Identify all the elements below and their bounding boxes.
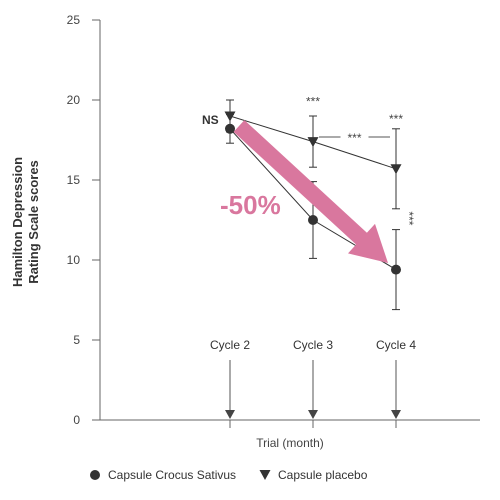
y-tick-label: 25 bbox=[67, 13, 81, 27]
data-point-circle bbox=[391, 264, 401, 275]
y-tick-label: 15 bbox=[67, 173, 81, 187]
reduction-label: -50% bbox=[220, 190, 281, 220]
ns-label: NS bbox=[202, 113, 219, 127]
cycle-label: Cycle 3 bbox=[293, 338, 333, 352]
y-tick-label: 0 bbox=[73, 413, 80, 427]
data-point-triangle bbox=[390, 164, 402, 175]
marks bbox=[224, 99, 402, 311]
y-axis-title-line: Rating Scale scores bbox=[26, 160, 41, 284]
significance-marker: *** bbox=[306, 95, 320, 109]
y-tick-label: 10 bbox=[67, 253, 81, 267]
y-tick-label: 20 bbox=[67, 93, 81, 107]
legend-marker-triangle bbox=[259, 470, 271, 480]
legend: Capsule Crocus Sativus Capsule placebo bbox=[90, 468, 368, 482]
legend-marker-circle bbox=[90, 470, 100, 480]
axes: 0 5 10 15 20 25 Hamilton DepressionRating Scal… bbox=[10, 13, 480, 450]
significance-marker: *** bbox=[402, 211, 416, 225]
y-axis-title-line: Hamilton Depression bbox=[10, 157, 25, 287]
x-axis-title: Trial (month) bbox=[256, 436, 324, 450]
labels: Cycle 2 Cycle 3 Cycle 4 -50% NS *** *** *** *** bbox=[202, 95, 416, 419]
cycle-arrow-head bbox=[391, 410, 401, 419]
legend-label: Capsule placebo bbox=[278, 468, 368, 482]
reduction-arrow bbox=[233, 120, 388, 263]
cycle-label: Cycle 2 bbox=[210, 338, 250, 352]
significance-marker: *** bbox=[389, 112, 403, 126]
legend-label: Capsule Crocus Sativus bbox=[108, 468, 236, 482]
y-axis-title: Hamilton DepressionRating Scale scores bbox=[10, 157, 41, 287]
data-point-triangle bbox=[307, 137, 319, 148]
data-point-circle bbox=[308, 215, 318, 225]
cycle-arrow-head bbox=[308, 410, 318, 419]
y-tick-label: 5 bbox=[73, 333, 80, 347]
data-point-triangle bbox=[224, 111, 236, 122]
cycle-arrow-head bbox=[225, 410, 235, 419]
cycle-label: Cycle 4 bbox=[376, 338, 416, 352]
significance-marker: *** bbox=[347, 131, 361, 145]
